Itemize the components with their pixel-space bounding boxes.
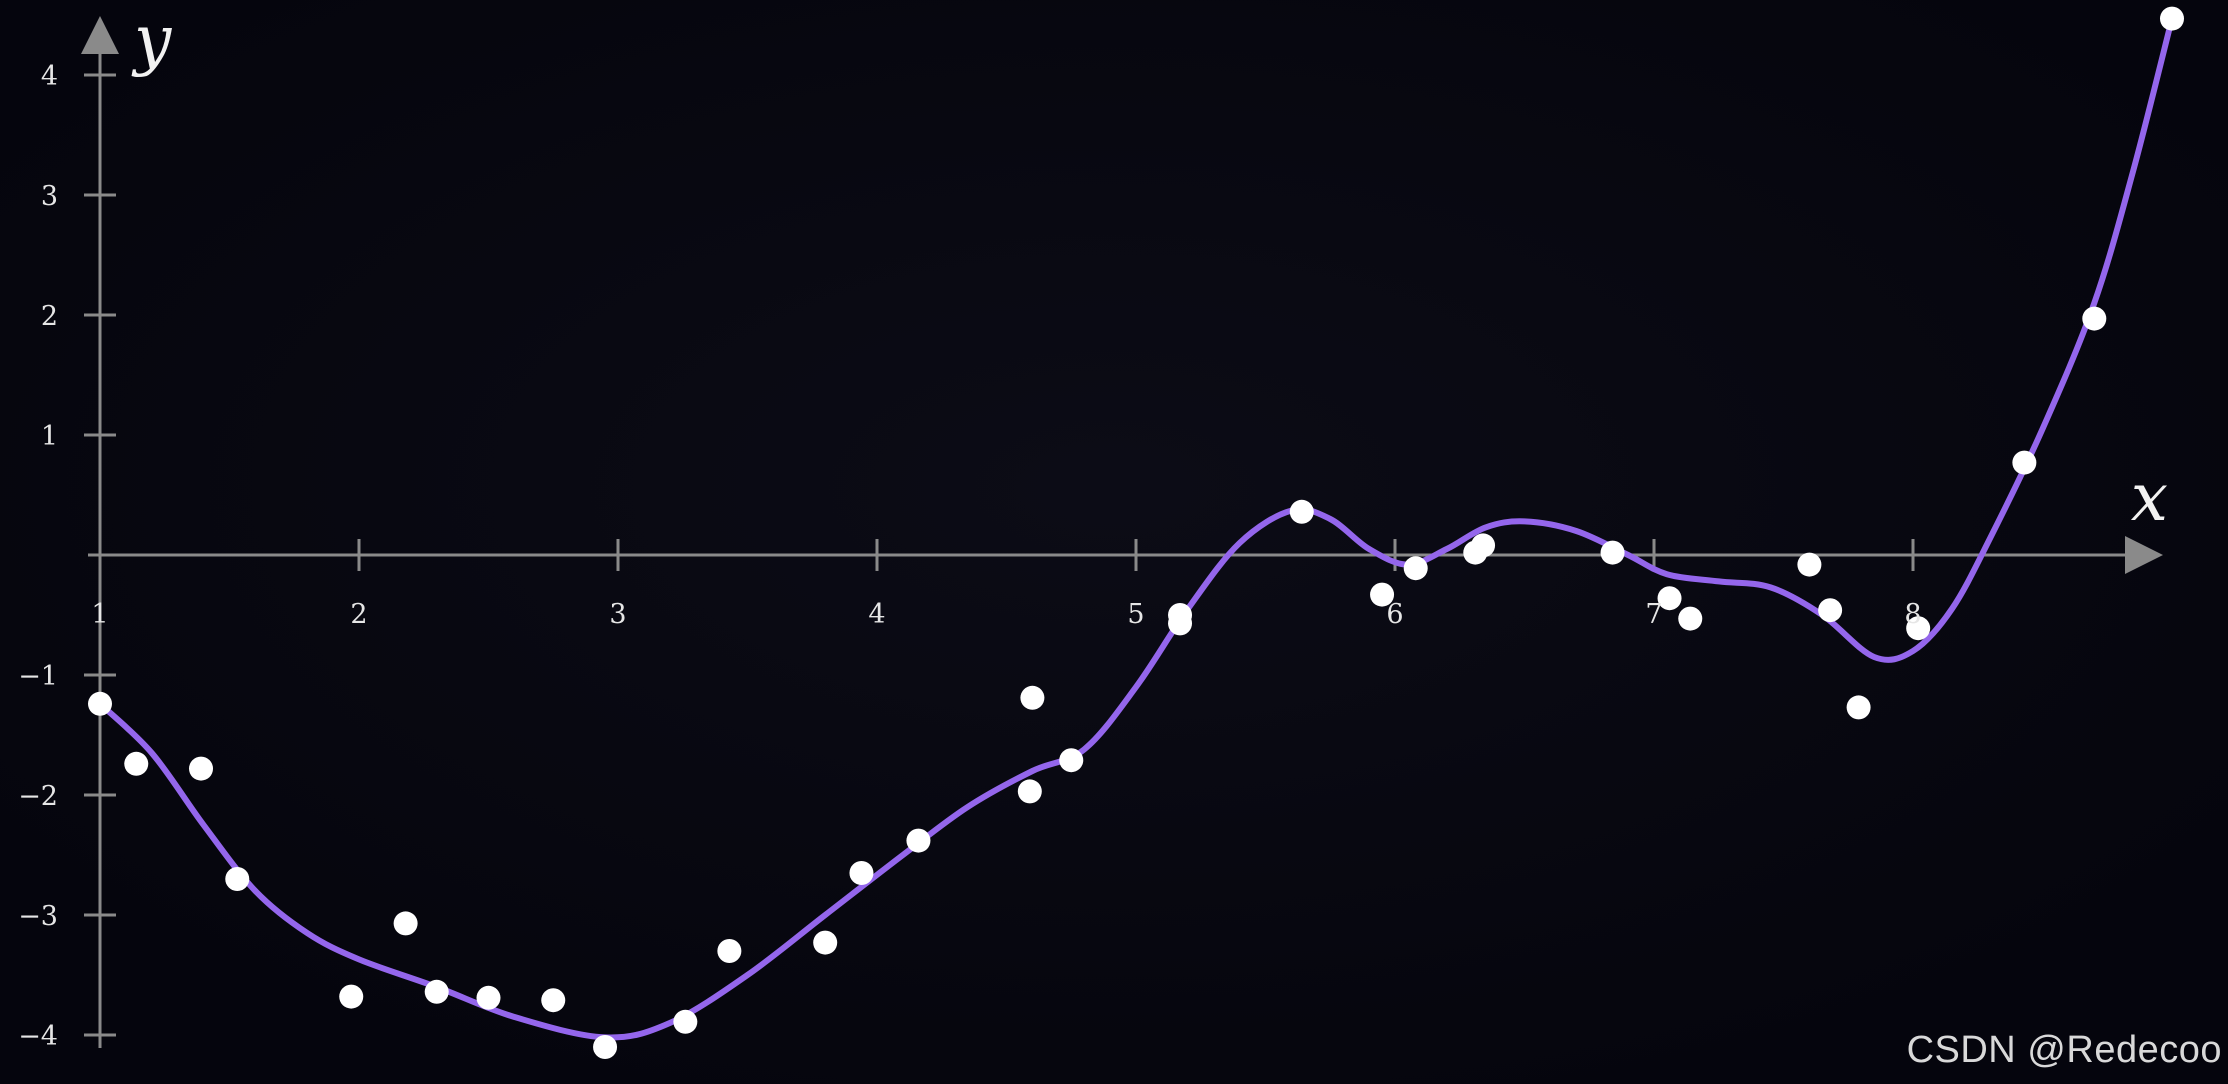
x-tick-label: 4 <box>868 599 885 630</box>
y-tick-label: 2 <box>41 301 58 332</box>
x-tick-label: 8 <box>1904 599 1921 630</box>
data-point <box>1020 685 1045 710</box>
x-tick-label: 2 <box>350 599 367 630</box>
data-point <box>1471 533 1496 558</box>
data-point <box>1657 586 1682 611</box>
data-point <box>1289 499 1314 524</box>
x-axis-arrow-icon <box>2125 536 2163 574</box>
data-point <box>393 911 418 936</box>
y-tick-label: −2 <box>18 781 58 812</box>
data-point <box>424 979 449 1004</box>
data-point <box>541 988 566 1013</box>
data-point <box>849 861 874 885</box>
data-point <box>2082 306 2107 331</box>
data-point <box>1168 603 1193 627</box>
x-tick-label: 1 <box>91 599 108 630</box>
y-axis-label: y <box>131 1 172 78</box>
data-point <box>1403 556 1428 581</box>
y-axis-arrow-icon <box>81 16 119 54</box>
data-points-layer <box>88 6 2184 1059</box>
y-tick-label: −3 <box>18 901 58 932</box>
data-point <box>1818 598 1843 623</box>
x-tick-label: 6 <box>1386 599 1403 630</box>
y-tick-label: 1 <box>41 421 58 452</box>
y-tick-label: −1 <box>18 661 58 692</box>
x-tick-label: 3 <box>609 599 626 630</box>
data-point <box>1017 779 1042 804</box>
data-point <box>189 756 214 781</box>
x-tick-label: 5 <box>1127 599 1144 630</box>
data-point <box>1797 552 1822 577</box>
data-point <box>813 930 838 955</box>
data-point <box>225 867 250 891</box>
data-point <box>476 985 501 1010</box>
data-point <box>2160 6 2184 31</box>
data-point <box>717 939 742 963</box>
y-tick-label: −4 <box>18 1021 58 1052</box>
data-point <box>593 1035 618 1059</box>
watermark: CSDN @Redecoo <box>1906 1029 2222 1071</box>
data-point <box>906 828 931 853</box>
data-point <box>1678 606 1703 631</box>
data-point <box>1059 748 1084 773</box>
data-point <box>2012 450 2037 475</box>
data-point <box>1846 695 1871 720</box>
data-point <box>88 691 112 716</box>
data-point <box>673 1009 698 1034</box>
data-point <box>1906 616 1931 641</box>
data-point <box>1600 540 1625 565</box>
y-tick-label: 3 <box>41 181 58 212</box>
data-point <box>339 984 364 1009</box>
data-point <box>124 751 149 776</box>
y-tick-label: 4 <box>41 61 58 92</box>
tick-labels-layer: 1 2 3 4 5 6 7 8 −4 −3 −2 −1 1 2 3 4 x y <box>18 1 2168 1052</box>
x-axis-label: x <box>2131 459 2168 536</box>
x-tick-label: 7 <box>1645 599 1662 630</box>
axes <box>81 16 2163 1048</box>
data-point <box>1370 582 1395 607</box>
